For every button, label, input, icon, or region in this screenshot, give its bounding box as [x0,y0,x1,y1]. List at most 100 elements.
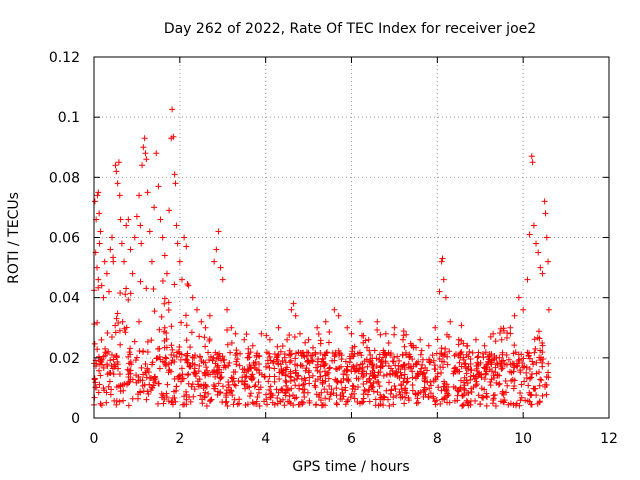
data-point [110,371,117,378]
data-point [148,386,155,393]
chart-title: Day 262 of 2022, Rate Of TEC Index for r… [164,21,536,37]
data-point [396,374,403,381]
data-point [519,359,526,366]
data-point [464,380,471,387]
data-point [507,330,514,337]
data-point [504,382,511,389]
data-point [108,351,115,358]
data-point [113,401,120,408]
data-point [382,350,389,357]
data-point [168,323,175,330]
data-point [243,373,250,380]
data-point [301,394,308,401]
data-point [161,300,168,307]
data-point [140,144,147,151]
data-point [342,387,349,394]
data-point [524,349,531,356]
data-point [379,362,386,369]
data-point [445,391,452,398]
data-point [151,374,158,381]
data-point [325,339,332,346]
data-point [523,369,530,376]
data-point [143,156,150,163]
data-point [246,362,253,369]
data-point [525,382,532,389]
data-point [202,343,209,350]
data-point [350,363,357,370]
data-point [277,361,284,368]
data-point [326,364,333,371]
data-point [229,375,236,382]
data-point [360,332,367,339]
data-point [139,162,146,169]
data-point [114,180,121,187]
data-point [526,365,533,372]
data-point [461,382,468,389]
data-point [161,359,168,366]
data-point [513,363,520,370]
data-point [317,363,324,370]
data-point [342,358,349,365]
data-point [237,350,244,357]
data-point [171,171,178,178]
data-point [427,378,434,385]
data-point [211,383,218,390]
data-point [91,198,98,205]
data-point [530,222,537,229]
data-point [511,312,518,319]
data-point [107,246,114,253]
data-point [358,370,365,377]
data-point [122,329,129,336]
data-point [496,372,503,379]
data-point [211,367,218,374]
data-point [96,381,103,388]
data-point [537,376,544,383]
data-point [472,336,479,343]
data-point [408,363,415,370]
data-point [473,375,480,382]
data-point [250,359,257,366]
data-point [512,349,519,356]
data-point [455,352,462,359]
data-point [388,386,395,393]
data-point [112,162,119,169]
data-point [338,386,345,393]
data-point [351,350,358,357]
data-point [119,318,126,325]
data-point [213,246,220,253]
data-point [488,376,495,383]
data-point [365,336,372,343]
data-point [338,356,345,363]
data-point [246,384,253,391]
data-point [127,345,134,352]
data-point [279,342,286,349]
data-point [344,398,351,405]
data-point [288,306,295,313]
data-point [349,382,356,389]
data-point [165,306,172,313]
data-point [178,319,185,326]
data-point [537,347,544,354]
data-point [525,352,532,359]
data-point [409,368,416,375]
data-point [434,370,441,377]
data-point [427,390,434,397]
data-point [218,374,225,381]
data-point [151,308,158,315]
data-point [390,401,397,408]
data-point [114,310,121,317]
data-point [170,133,177,140]
data-point [345,376,352,383]
data-point [116,192,123,199]
data-point [187,344,194,351]
data-point [413,400,420,407]
data-point [255,389,262,396]
y-tick-label: 0.02 [49,351,80,367]
data-point [385,340,392,347]
data-point [169,106,176,113]
data-point [163,330,170,337]
data-point [300,352,307,359]
data-point [103,389,110,396]
data-point [451,397,458,404]
data-point [393,369,400,376]
